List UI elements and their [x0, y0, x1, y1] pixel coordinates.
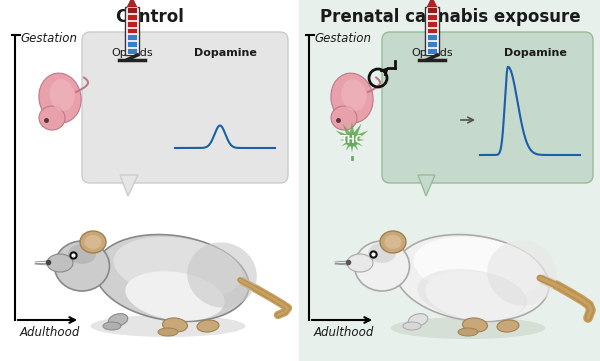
Ellipse shape	[380, 231, 406, 253]
FancyBboxPatch shape	[82, 32, 288, 183]
Ellipse shape	[368, 243, 396, 263]
Ellipse shape	[408, 314, 428, 326]
Bar	[427, 27, 437, 34]
Polygon shape	[341, 138, 353, 146]
Text: Adulthood: Adulthood	[314, 326, 374, 339]
Ellipse shape	[331, 73, 373, 123]
FancyBboxPatch shape	[382, 32, 593, 183]
Ellipse shape	[197, 320, 219, 332]
Polygon shape	[350, 139, 358, 151]
Ellipse shape	[341, 79, 367, 111]
Text: Gestation: Gestation	[20, 32, 77, 45]
Text: Gestation: Gestation	[314, 32, 371, 45]
Ellipse shape	[395, 235, 549, 321]
Bar	[427, 7, 437, 13]
Ellipse shape	[463, 318, 487, 332]
Ellipse shape	[158, 328, 178, 336]
Ellipse shape	[80, 231, 106, 253]
Ellipse shape	[125, 271, 224, 321]
Polygon shape	[335, 130, 354, 143]
Polygon shape	[340, 138, 352, 142]
Ellipse shape	[91, 315, 245, 337]
Text: THC: THC	[341, 135, 363, 145]
Ellipse shape	[85, 235, 101, 249]
Ellipse shape	[355, 241, 409, 291]
Polygon shape	[120, 175, 138, 196]
Bar	[127, 7, 137, 13]
Ellipse shape	[108, 314, 128, 326]
Text: Opioids: Opioids	[111, 48, 153, 58]
Bar	[127, 34, 137, 40]
Bar	[127, 48, 137, 54]
Ellipse shape	[458, 328, 478, 336]
Bar	[127, 21, 137, 27]
Ellipse shape	[39, 106, 65, 130]
Ellipse shape	[391, 317, 545, 339]
Bar	[427, 48, 437, 54]
Bar	[425, 7, 439, 55]
Polygon shape	[427, 0, 437, 7]
Ellipse shape	[413, 237, 542, 299]
Bar	[427, 34, 437, 40]
Ellipse shape	[68, 244, 96, 264]
Ellipse shape	[331, 106, 357, 130]
Bar	[427, 41, 437, 47]
Polygon shape	[343, 123, 355, 142]
Ellipse shape	[347, 254, 373, 272]
Bar	[427, 14, 437, 20]
Ellipse shape	[103, 322, 121, 330]
Ellipse shape	[39, 73, 81, 123]
Bar	[299, 0, 600, 361]
Ellipse shape	[187, 242, 257, 308]
Ellipse shape	[113, 237, 242, 299]
Polygon shape	[350, 140, 354, 152]
Polygon shape	[350, 130, 368, 143]
Polygon shape	[418, 175, 435, 196]
Text: Dopamine: Dopamine	[503, 48, 566, 58]
Bar	[127, 41, 137, 47]
Ellipse shape	[497, 320, 519, 332]
Bar	[427, 21, 437, 27]
Circle shape	[346, 133, 359, 147]
Ellipse shape	[55, 241, 110, 291]
Ellipse shape	[385, 235, 401, 249]
Ellipse shape	[49, 79, 74, 111]
Ellipse shape	[418, 269, 527, 321]
Ellipse shape	[487, 240, 557, 306]
Text: Adulthood: Adulthood	[20, 326, 80, 339]
Polygon shape	[352, 138, 364, 142]
Polygon shape	[351, 138, 362, 146]
Ellipse shape	[47, 254, 73, 272]
Ellipse shape	[425, 271, 524, 321]
Text: Opioids: Opioids	[411, 48, 453, 58]
Ellipse shape	[95, 235, 249, 321]
Bar	[127, 27, 137, 34]
Polygon shape	[349, 123, 361, 142]
Polygon shape	[346, 139, 354, 151]
Text: Prenatal cannabis exposure: Prenatal cannabis exposure	[320, 8, 580, 26]
Text: Control: Control	[116, 8, 184, 26]
Ellipse shape	[163, 318, 187, 332]
Ellipse shape	[403, 322, 421, 330]
Bar	[125, 7, 139, 55]
Polygon shape	[127, 0, 137, 7]
Polygon shape	[349, 121, 355, 140]
Text: Dopamine: Dopamine	[194, 48, 256, 58]
Bar	[127, 14, 137, 20]
